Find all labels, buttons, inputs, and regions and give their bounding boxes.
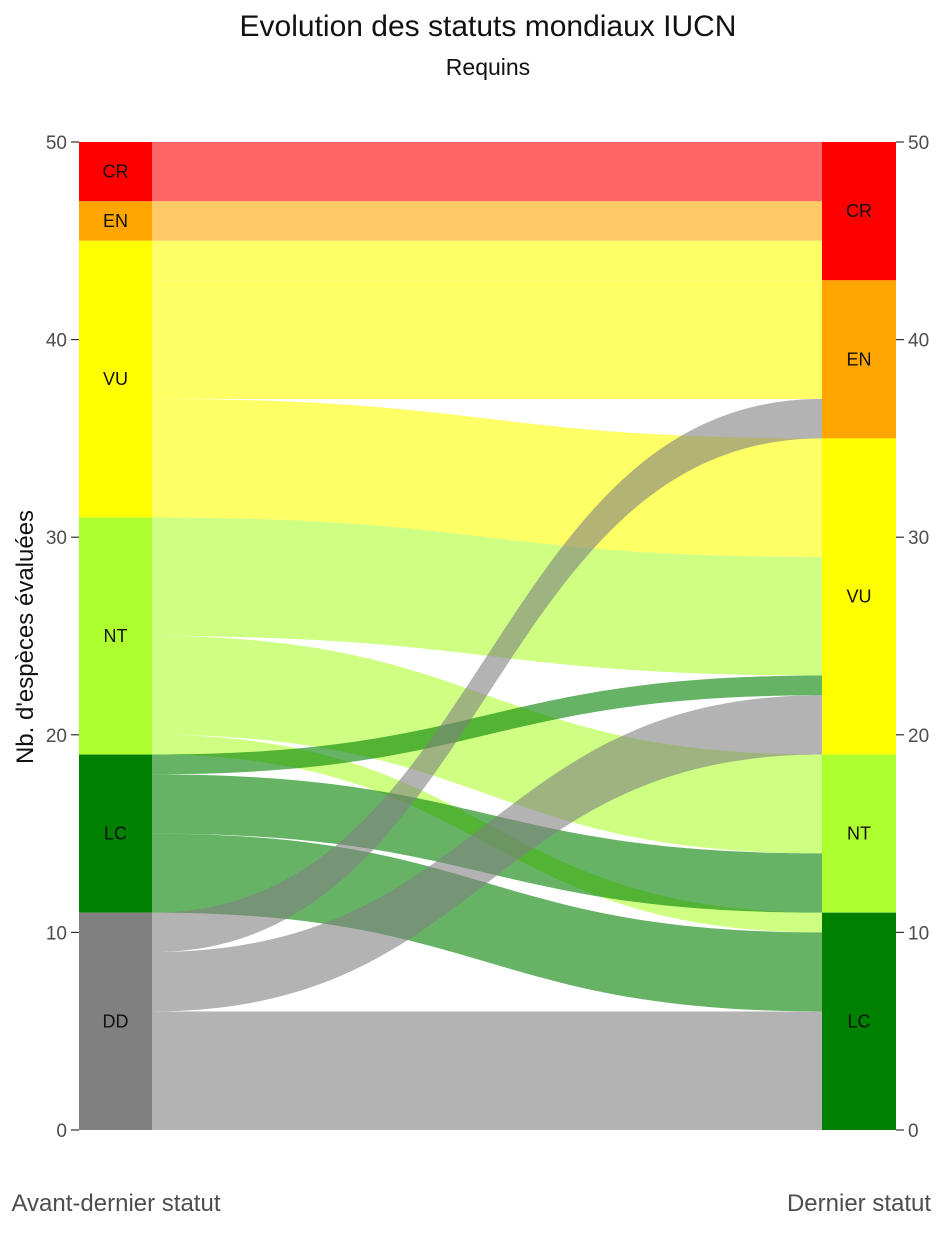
flow-vu-to-vu <box>152 398 822 557</box>
x-axis-label-right: Dernier statut <box>787 1190 931 1217</box>
y-tick-label-left: 0 <box>56 1121 67 1142</box>
x-axis-label-left: Avant-dernier statut <box>11 1190 220 1217</box>
y-tick-label-left: 50 <box>46 133 67 154</box>
stratum-right-lc <box>822 912 896 1130</box>
flow-cr-to-cr <box>152 142 822 202</box>
y-tick-label-left: 40 <box>46 331 67 352</box>
flow-vu-to-cr <box>152 240 822 281</box>
y-axis-label: Nb. d'espèces évaluées <box>12 510 39 764</box>
flow-dd-to-vu <box>152 695 822 1012</box>
stratum-left-dd <box>79 912 152 1130</box>
y-tick-label-right: 10 <box>908 923 929 944</box>
stratum-label-left-dd: DD <box>103 1011 129 1031</box>
y-tick-label-left: 20 <box>46 726 67 747</box>
y-tick-label-right: 30 <box>908 528 929 549</box>
stratum-left-en <box>79 201 152 241</box>
flow-dd-to-en <box>152 398 822 953</box>
flow-lc-to-vu <box>152 675 822 775</box>
stratum-label-left-cr: CR <box>103 162 129 182</box>
stratum-label-left-vu: VU <box>103 369 128 389</box>
flow-dd-to-lc <box>152 1011 822 1130</box>
y-tick-label-right: 0 <box>908 1121 919 1142</box>
stratum-left-nt <box>79 517 152 755</box>
stratum-label-left-nt: NT <box>104 626 128 646</box>
stratum-right-vu <box>822 438 896 755</box>
stratum-label-left-lc: LC <box>104 824 127 844</box>
stratum-label-right-vu: VU <box>846 586 871 606</box>
axis-layer: 0 0 10 10 20 20 30 30 40 40 50 50 <box>46 133 929 1142</box>
stratum-left-vu <box>79 240 152 518</box>
flows-layer <box>152 142 822 1130</box>
strata-layer: CR EN VU NT LC DD CR EN VU NT LC <box>79 142 896 1130</box>
stratum-right-en <box>822 280 896 439</box>
flow-nt-to-nt <box>152 636 822 854</box>
y-tick-label-right: 40 <box>908 331 929 352</box>
chart-title: Evolution des statuts mondiaux IUCN <box>240 10 737 43</box>
stratum-label-left-en: EN <box>103 211 128 231</box>
flow-nt-to-vu <box>152 517 822 676</box>
stratum-left-lc <box>79 754 152 913</box>
y-tick-label-left: 30 <box>46 528 67 549</box>
stratum-right-cr <box>822 142 896 281</box>
stratum-label-right-nt: NT <box>847 824 871 844</box>
stratum-right-nt <box>822 754 896 913</box>
y-tick-label-right: 50 <box>908 133 929 154</box>
stratum-left-cr <box>79 142 152 202</box>
chart-subtitle: Requins <box>446 54 530 80</box>
stratum-label-right-cr: CR <box>846 201 872 221</box>
flow-en-to-cr <box>152 201 822 241</box>
y-tick-label-left: 10 <box>46 923 67 944</box>
flow-vu-to-en <box>152 280 822 399</box>
stratum-label-right-lc: LC <box>847 1011 870 1031</box>
stratum-label-right-en: EN <box>846 349 871 369</box>
y-tick-label-right: 20 <box>908 726 929 747</box>
